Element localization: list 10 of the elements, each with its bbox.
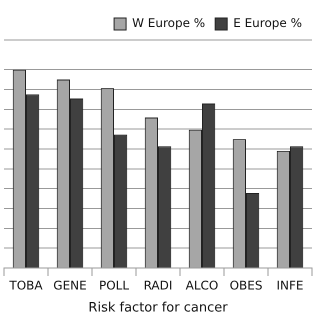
x-tick-label: TOBA bbox=[8, 278, 44, 292]
legend-label: E Europe % bbox=[233, 16, 302, 30]
x-tick-label: RADI bbox=[144, 278, 172, 292]
x-tick-label: GENE bbox=[53, 278, 87, 292]
x-axis-title: Risk factor for cancer bbox=[88, 300, 228, 316]
x-tick-label: ALCO bbox=[186, 278, 218, 292]
x-tick-label: INFE bbox=[276, 278, 304, 292]
x-tick-label: OBES bbox=[230, 278, 262, 292]
x-tick-label: POLL bbox=[98, 278, 130, 292]
legend-label: W Europe % bbox=[132, 16, 206, 30]
